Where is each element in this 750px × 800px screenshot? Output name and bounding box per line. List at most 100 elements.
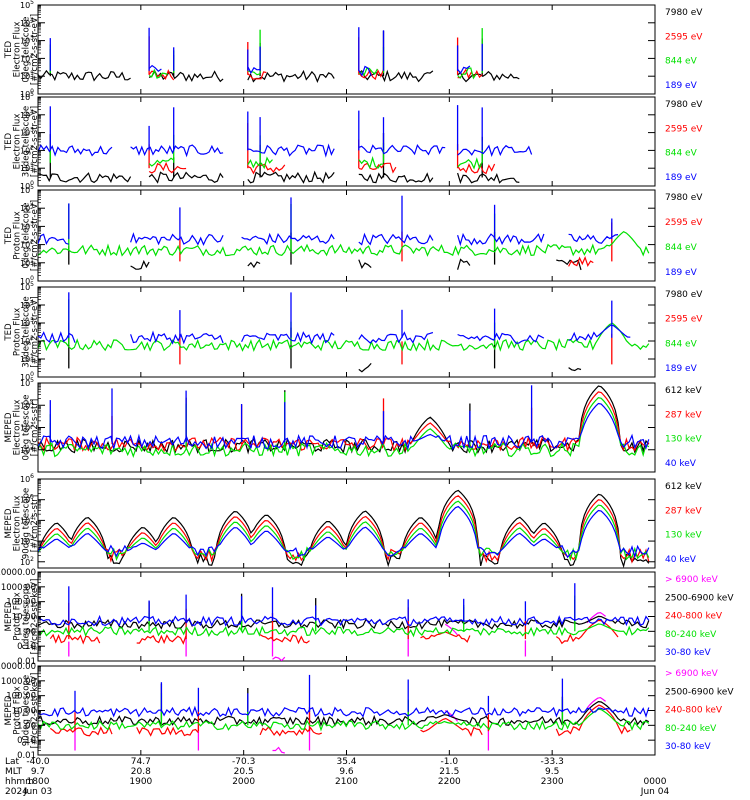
series-trace (247, 66, 261, 75)
y-tick-exponent: 0 (30, 275, 34, 282)
y-axis-label: TED (4, 226, 14, 245)
y-tick-exponent: 5 (30, 281, 34, 288)
y-tick-label: 102 (20, 239, 34, 250)
y-tick-label: 104 (20, 202, 34, 213)
y-axis-label: 30deg telescope (21, 296, 31, 367)
legend-entry: > 6900 keV (665, 669, 719, 679)
series-trace (586, 696, 606, 709)
series-trace (247, 163, 286, 175)
legend-entry: 612 keV (665, 386, 702, 396)
series-30-80-kev (38, 583, 650, 627)
series-trace (555, 704, 631, 737)
y-tick-label: 105 (20, 184, 34, 195)
x-axis-row-label: hhmm (5, 777, 34, 787)
series-trace (272, 656, 286, 661)
x-tick-label: -40.0 (26, 757, 50, 767)
series-trace (457, 172, 520, 185)
series-trace (457, 65, 471, 75)
series-trace (148, 64, 162, 72)
y-tick-label: 105 (20, 281, 34, 292)
y-axis-label: 0deg telescope (21, 203, 31, 269)
y-tick-exponent: 3 (30, 127, 34, 134)
y-tick-label: 100.00 (6, 598, 36, 608)
y-tick-exponent: 1 (30, 162, 34, 169)
y-tick-exponent: 2 (30, 556, 34, 563)
series-trace (38, 505, 650, 559)
series-trace (130, 330, 224, 345)
y-axis-label: [#/cm2-s-str] (30, 399, 40, 456)
y-tick-exponent: 4 (30, 109, 34, 116)
y-tick-label: 102 (20, 144, 34, 155)
series-80-240-kev (38, 595, 650, 638)
legend-entry: 2595 eV (665, 218, 703, 228)
legend-entry: 189 eV (665, 173, 698, 183)
series-trace (148, 157, 175, 167)
x-axis-row-label: 2024 (5, 787, 28, 797)
series-trace (38, 402, 650, 451)
series-trace (38, 397, 650, 458)
series-trace (247, 69, 335, 83)
series-trace (358, 162, 397, 174)
legend-entry: 189 eV (665, 364, 698, 374)
series-trace (148, 68, 168, 79)
series-2595-ev (179, 222, 613, 267)
y-tick-label: 106 (20, 473, 34, 484)
y-axis-label: [#/cm2-s-str-eV] (30, 296, 40, 367)
legend-entry: 2595 eV (665, 315, 703, 325)
x-tick-label: -70.3 (232, 757, 255, 767)
series-trace (247, 170, 335, 184)
series-trace (568, 255, 594, 267)
legend-entry: 2595 eV (665, 124, 703, 134)
y-axis-label: 90deg telescope (21, 488, 31, 559)
series-7980-ev (38, 133, 520, 185)
y-tick-exponent: 4 (30, 202, 34, 209)
series-trace (358, 172, 434, 184)
y-axis-label: 0deg telescope (21, 17, 31, 83)
series-trace (148, 171, 224, 184)
series-844-ev (49, 134, 483, 170)
series-trace (420, 717, 483, 737)
x-axis-row-label: MLT (5, 767, 23, 777)
y-tick-label: 102 (20, 335, 34, 346)
series-trace (247, 261, 261, 269)
y-axis-label: Proton Flux (13, 592, 23, 640)
x-tick-label: 9.5 (545, 767, 559, 777)
legend-entry: 130 keV (665, 435, 702, 445)
x-tick-label: 2300 (541, 777, 564, 787)
y-tick-label: 0.10 (17, 736, 36, 746)
series-trace (358, 232, 434, 246)
panel-traces (38, 385, 650, 458)
y-axis-label: [#/cm2-s-str] (30, 495, 40, 552)
y-tick-exponent: 2 (30, 52, 34, 59)
series-287-kev (38, 495, 650, 564)
series-trace (247, 71, 267, 80)
x-tick-label: 9.6 (339, 767, 354, 777)
series-trace (241, 232, 335, 246)
legend-entry: 612 keV (665, 482, 702, 492)
y-tick-label: 0.01 (17, 657, 36, 667)
series-trace (241, 331, 335, 345)
series-trace (358, 331, 434, 344)
series-trace (38, 391, 650, 453)
x-tick-label: 21.5 (439, 767, 459, 777)
y-axis-label: MEPED (4, 695, 14, 725)
y-tick-label: 105 (20, 494, 34, 505)
series-612-kev (38, 489, 650, 568)
panel-traces (38, 489, 650, 568)
series-trace (568, 324, 631, 342)
y-tick-label: 101 (20, 162, 34, 173)
y-tick-label: 10.00 (12, 707, 36, 717)
series-trace (259, 726, 323, 737)
legend-entry: 189 eV (665, 81, 698, 91)
x-tick-label: 2000 (232, 777, 255, 787)
legend-entry: 189 eV (665, 268, 698, 278)
y-tick-label: 0.10 (17, 642, 36, 652)
y-axis-label: TED (4, 40, 14, 59)
panel-frame (37, 96, 656, 187)
y-axis-label: Proton Flux (13, 308, 23, 356)
series-189-ev (38, 292, 631, 345)
x-tick-label: 74.7 (131, 757, 151, 767)
y-tick-exponent: 3 (30, 422, 34, 429)
